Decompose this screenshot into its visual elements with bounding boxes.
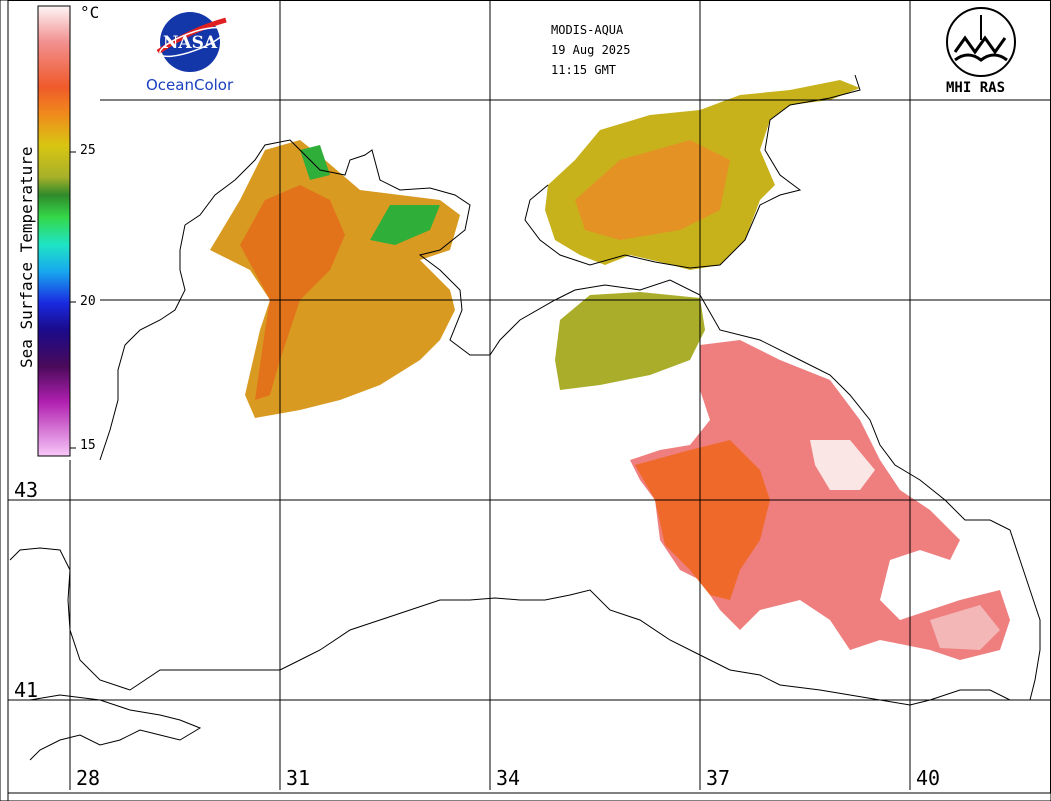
- longitude-label-37: 37: [706, 766, 731, 790]
- coastline-black-sea: [9, 139, 1041, 706]
- longitude-label-28: 28: [76, 766, 101, 790]
- latitude-label-41: 41: [14, 678, 39, 702]
- colorbar-frame: [37, 5, 71, 457]
- sst-patch-northwest-green: [300, 145, 440, 245]
- sst-patch-crimea-south: [555, 292, 705, 390]
- colorbar-tick-15: 15: [80, 438, 96, 453]
- longitude-label-40: 40: [916, 766, 941, 790]
- coastline-turkey: [29, 694, 202, 761]
- sensor-label: MODIS-AQUA: [551, 23, 624, 37]
- coastline-layer: [9, 74, 1041, 761]
- coastline-azov: [524, 74, 861, 269]
- sst-patch-east-white: [810, 440, 875, 490]
- nasa-logo: NASA: [156, 12, 227, 72]
- mhi-ras-logo: [946, 7, 1016, 77]
- mhi-ras-caption: MHI RAS: [946, 80, 1006, 96]
- longitude-label-31: 31: [286, 766, 311, 790]
- time-label: 11:15 GMT: [551, 63, 617, 77]
- sst-patch-northwest-shelf: [210, 140, 460, 418]
- nasa-caption: OceanColor: [146, 76, 234, 94]
- colorbar-unit: °C: [80, 3, 100, 22]
- longitude-label-34: 34: [496, 766, 521, 790]
- sst-data-layer: [210, 80, 1010, 660]
- sst-patch-east-pale: [930, 605, 1000, 650]
- latitude-label-43: 43: [14, 478, 39, 502]
- nasa-logo-text: NASA: [163, 33, 218, 53]
- colorbar-tick-25: 25: [80, 143, 96, 158]
- colorbar-tick-20: 20: [80, 294, 96, 309]
- date-label: 19 Aug 2025: [551, 43, 631, 57]
- colorbar-title: Sea Surface Temperature: [17, 146, 36, 368]
- sst-patch-east-orange: [635, 440, 770, 600]
- coastline-west: [99, 224, 186, 461]
- sst-patch-azov-warm: [575, 140, 730, 240]
- sst-patch-northwest-hot: [240, 185, 345, 400]
- colorbar-gradient: [38, 6, 70, 456]
